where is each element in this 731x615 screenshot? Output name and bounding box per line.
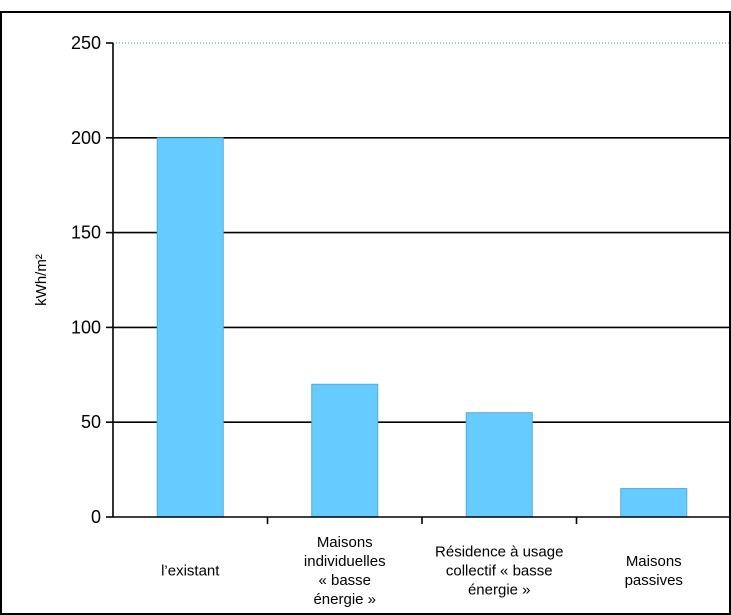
category-label-line: « basse xyxy=(318,572,371,589)
category-label-line: individuelles xyxy=(304,553,386,570)
y-axis-title: kWh/m² xyxy=(33,254,50,306)
category-label-line: énergie » xyxy=(313,591,376,608)
y-tick-label: 0 xyxy=(91,507,101,527)
x-category-label: l’existant xyxy=(161,563,220,580)
y-tick-labels: 0 50 100 150 200 250 xyxy=(71,33,101,527)
y-tick-label: 250 xyxy=(71,33,101,53)
bar xyxy=(620,488,688,518)
axes xyxy=(112,43,731,524)
category-label-line: collectif « basse xyxy=(446,563,553,580)
category-label-line: énergie » xyxy=(468,582,531,599)
x-category-label: Maisons individuelles « basse énergie » xyxy=(304,534,386,608)
bars xyxy=(156,137,688,518)
category-label-line: Maisons xyxy=(317,534,373,551)
y-tick-label: 50 xyxy=(81,412,101,432)
bar xyxy=(311,383,379,518)
x-category-labels: l’existant Maisons individuelles « basse éne… xyxy=(161,534,683,608)
category-label-line: Résidence à usage xyxy=(435,544,563,561)
category-label-line: passives xyxy=(625,572,683,589)
y-tick-label: 100 xyxy=(71,317,101,337)
bar xyxy=(156,137,224,518)
y-tick-label: 200 xyxy=(71,128,101,148)
x-category-label: Résidence à usage collectif « basse énergi… xyxy=(435,544,563,599)
category-label-line: Maisons xyxy=(626,553,682,570)
chart-frame xyxy=(0,11,731,615)
x-category-label: Maisons passives xyxy=(625,553,683,589)
y-tick-label: 150 xyxy=(71,223,101,243)
bar xyxy=(465,412,533,518)
category-label-line: l’existant xyxy=(161,563,220,580)
